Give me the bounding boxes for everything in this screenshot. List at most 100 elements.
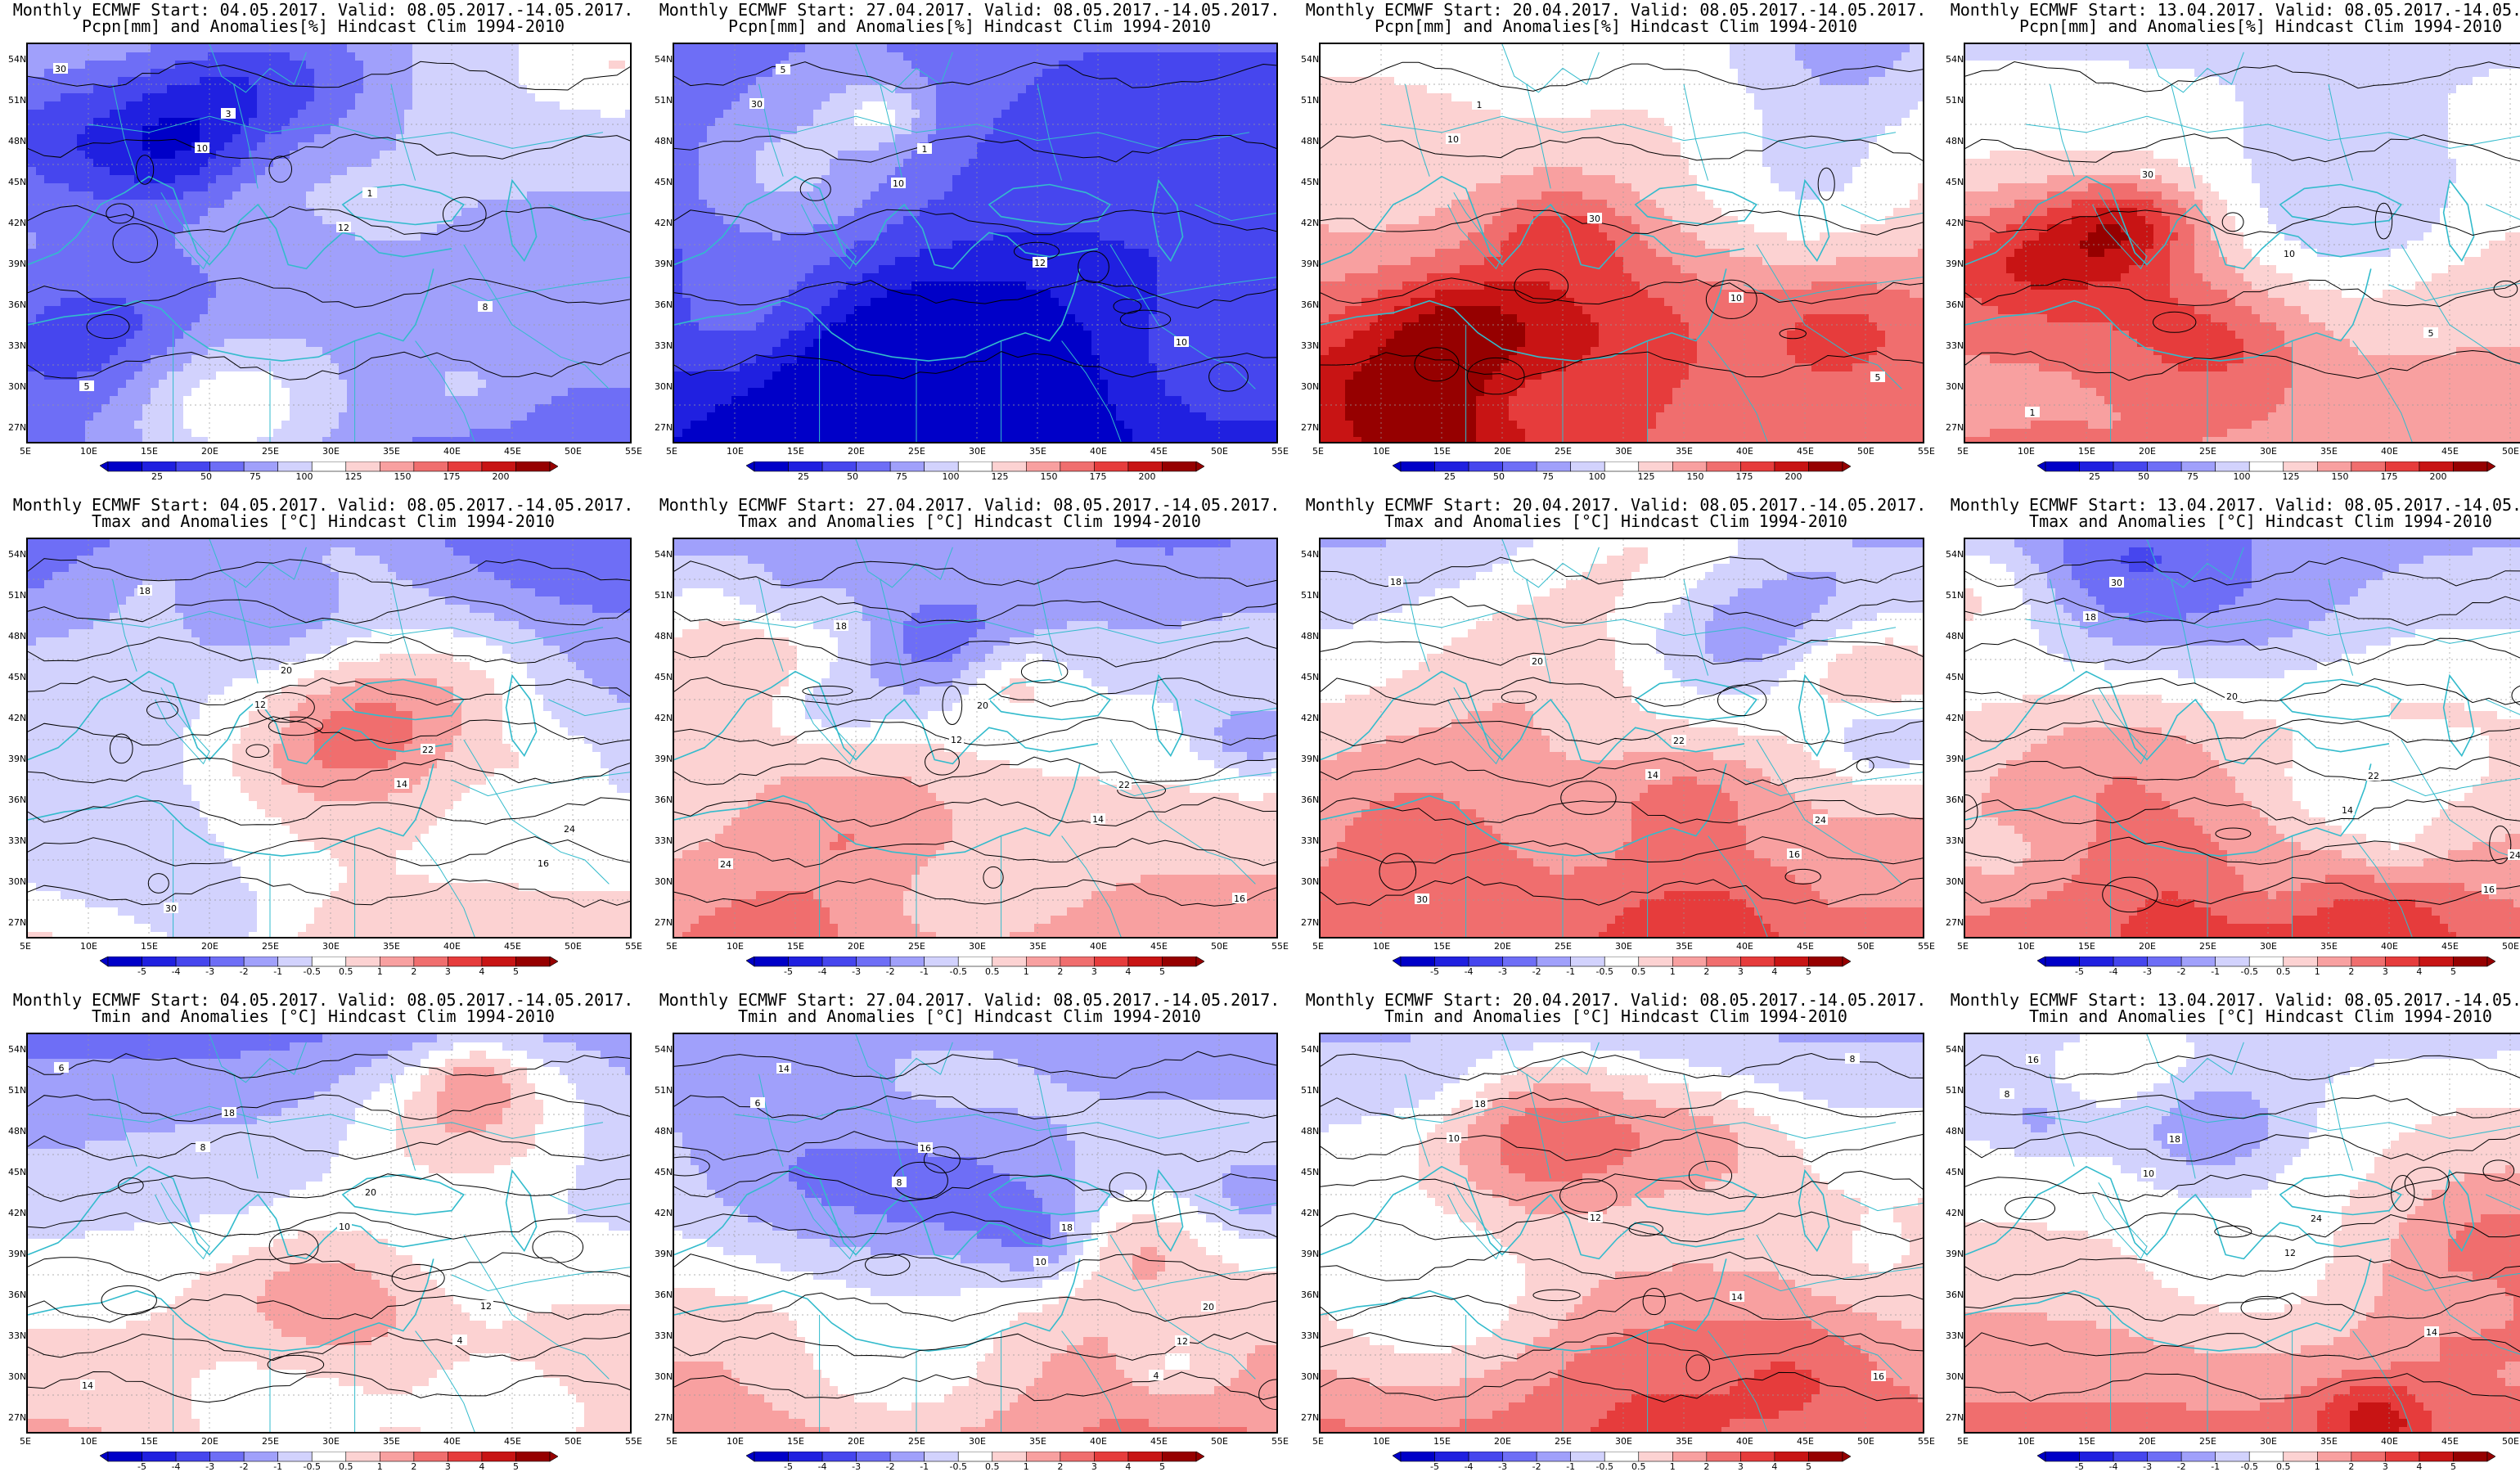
latitude-label: 51N (8, 95, 26, 106)
latitude-label: 54N (1946, 54, 1964, 65)
colorbar (100, 461, 558, 476)
latitude-label: 39N (1946, 1249, 1964, 1259)
contour-label: 16 (2482, 884, 2496, 895)
contour-label: 18 (137, 585, 152, 596)
contour-label: 10 (1033, 1256, 1048, 1267)
longitude-label: 35E (383, 1436, 400, 1447)
longitude-label: 25E (1555, 941, 1572, 952)
contour-label: 1 (362, 187, 377, 199)
contour-label: 10 (2282, 248, 2297, 259)
svg-text:3: 3 (226, 109, 232, 119)
contour-label: 18 (222, 1107, 236, 1119)
colorbar (100, 1452, 558, 1466)
contour-label: 6 (750, 1097, 765, 1109)
longitude-label: 10E (1373, 446, 1390, 457)
svg-text:8: 8 (483, 302, 488, 313)
colorbar-tick-label: -5 (137, 1461, 146, 1472)
longitude-label: 10E (2018, 446, 2035, 457)
colorbar-tick-label: 3 (1091, 1461, 1097, 1472)
longitude-label: 25E (2199, 446, 2216, 457)
colorbar-tick-label: 25 (798, 471, 809, 482)
latitude-label: 51N (655, 590, 673, 601)
colorbar-tick-label: 4 (1125, 966, 1131, 977)
longitude-label: 45E (504, 446, 521, 457)
longitude-label: 50E (2502, 446, 2519, 457)
longitude-label: 5E (1957, 1436, 1969, 1447)
contour-label: 12 (1033, 257, 1047, 268)
longitude-label: 30E (2260, 446, 2277, 457)
colorbar-tick-label: -3 (2143, 966, 2152, 977)
contour-label: 5 (776, 64, 790, 75)
longitude-label: 5E (20, 446, 31, 457)
latitude-label: 48N (1946, 136, 1964, 146)
colorbar-tick-label: -2 (886, 1461, 895, 1472)
colorbar-tick-label: -3 (1498, 966, 1507, 977)
contour-label: 20 (2225, 691, 2239, 702)
longitude-label: 35E (383, 446, 400, 457)
contour-label: 24 (2508, 849, 2520, 861)
contour-label: 24 (718, 858, 733, 870)
latitude-label: 33N (655, 1330, 673, 1341)
contour-label: 20 (975, 700, 990, 711)
longitude-label: 15E (1433, 941, 1451, 952)
latitude-label: 54N (1946, 549, 1964, 560)
contour-label: 12 (949, 734, 964, 745)
panel-title-line1: Monthly ECMWF Start: 20.04.2017. Valid: … (1301, 992, 1931, 1008)
longitude-label: 25E (908, 1436, 925, 1447)
longitude-label: 45E (1150, 446, 1168, 457)
longitude-label: 5E (1312, 1436, 1324, 1447)
latitude-label: 45N (1301, 177, 1319, 187)
longitude-label: 35E (1676, 446, 1693, 457)
longitude-label: 5E (20, 1436, 31, 1447)
longitude-label: 45E (1150, 941, 1168, 952)
latitude-label: 42N (655, 218, 673, 228)
latitude-label: 45N (1946, 672, 1964, 682)
colorbar-tick-label: 5 (1806, 1461, 1811, 1472)
colorbar-tick-label: 3 (445, 966, 451, 977)
longitude-label: 5E (666, 446, 677, 457)
forecast-panel: Monthly ECMWF Start: 04.05.2017. Valid: … (8, 0, 638, 491)
longitude-label: 20E (2139, 941, 2156, 952)
latitude-label: 42N (1946, 713, 1964, 723)
colorbar-tick-label: -0.5 (1595, 1461, 1613, 1472)
colorbar-tick-label: 0.5 (339, 966, 353, 977)
colorbar-tick-label: 125 (1638, 471, 1655, 482)
colorbar-tick-label: -1 (2211, 966, 2220, 977)
latitude-label: 27N (655, 1412, 673, 1423)
colorbar-tick-label: 2 (1703, 1461, 1709, 1472)
latitude-label: 48N (1946, 631, 1964, 641)
colorbar-tick-label: 4 (1771, 1461, 1777, 1472)
contour-label: 30 (2140, 169, 2155, 180)
longitude-label: 15E (1433, 446, 1451, 457)
latitude-label: 30N (8, 381, 26, 392)
colorbar-tick-label: 150 (1687, 471, 1704, 482)
contour-label: 12 (1175, 1335, 1190, 1347)
longitude-label: 10E (2018, 941, 2035, 952)
latitude-label: 39N (655, 1249, 673, 1259)
panel-title-line1: Monthly ECMWF Start: 20.04.2017. Valid: … (1301, 497, 1931, 513)
longitude-label: 40E (2381, 941, 2398, 952)
latitude-label: 33N (655, 340, 673, 351)
latitude-label: 36N (655, 299, 673, 310)
longitude-label: 10E (80, 446, 97, 457)
latitude-label: 51N (1301, 590, 1319, 601)
colorbar-tick-label: 50 (1493, 471, 1505, 482)
latitude-label: 27N (1946, 422, 1964, 433)
colorbar-tick-label: -4 (2109, 966, 2118, 977)
longitude-label: 35E (1029, 446, 1046, 457)
colorbar-tick-label: 175 (443, 471, 461, 482)
latitude-label: 51N (1946, 1085, 1964, 1096)
panel-title-line2: Pcpn[mm] and Anomalies[%] Hindcast Clim … (8, 18, 638, 34)
forecast-panel: Monthly ECMWF Start: 04.05.2017. Valid: … (8, 990, 638, 1481)
colorbar-tick-label: -2 (240, 966, 249, 977)
contour-label: 10 (1446, 133, 1460, 145)
latitude-label: 30N (655, 381, 673, 392)
longitude-label: 25E (908, 446, 925, 457)
contour-label: 12 (1588, 1212, 1603, 1223)
panel-title-line2: Pcpn[mm] and Anomalies[%] Hindcast Clim … (655, 18, 1285, 34)
latitude-label: 33N (1946, 835, 1964, 846)
